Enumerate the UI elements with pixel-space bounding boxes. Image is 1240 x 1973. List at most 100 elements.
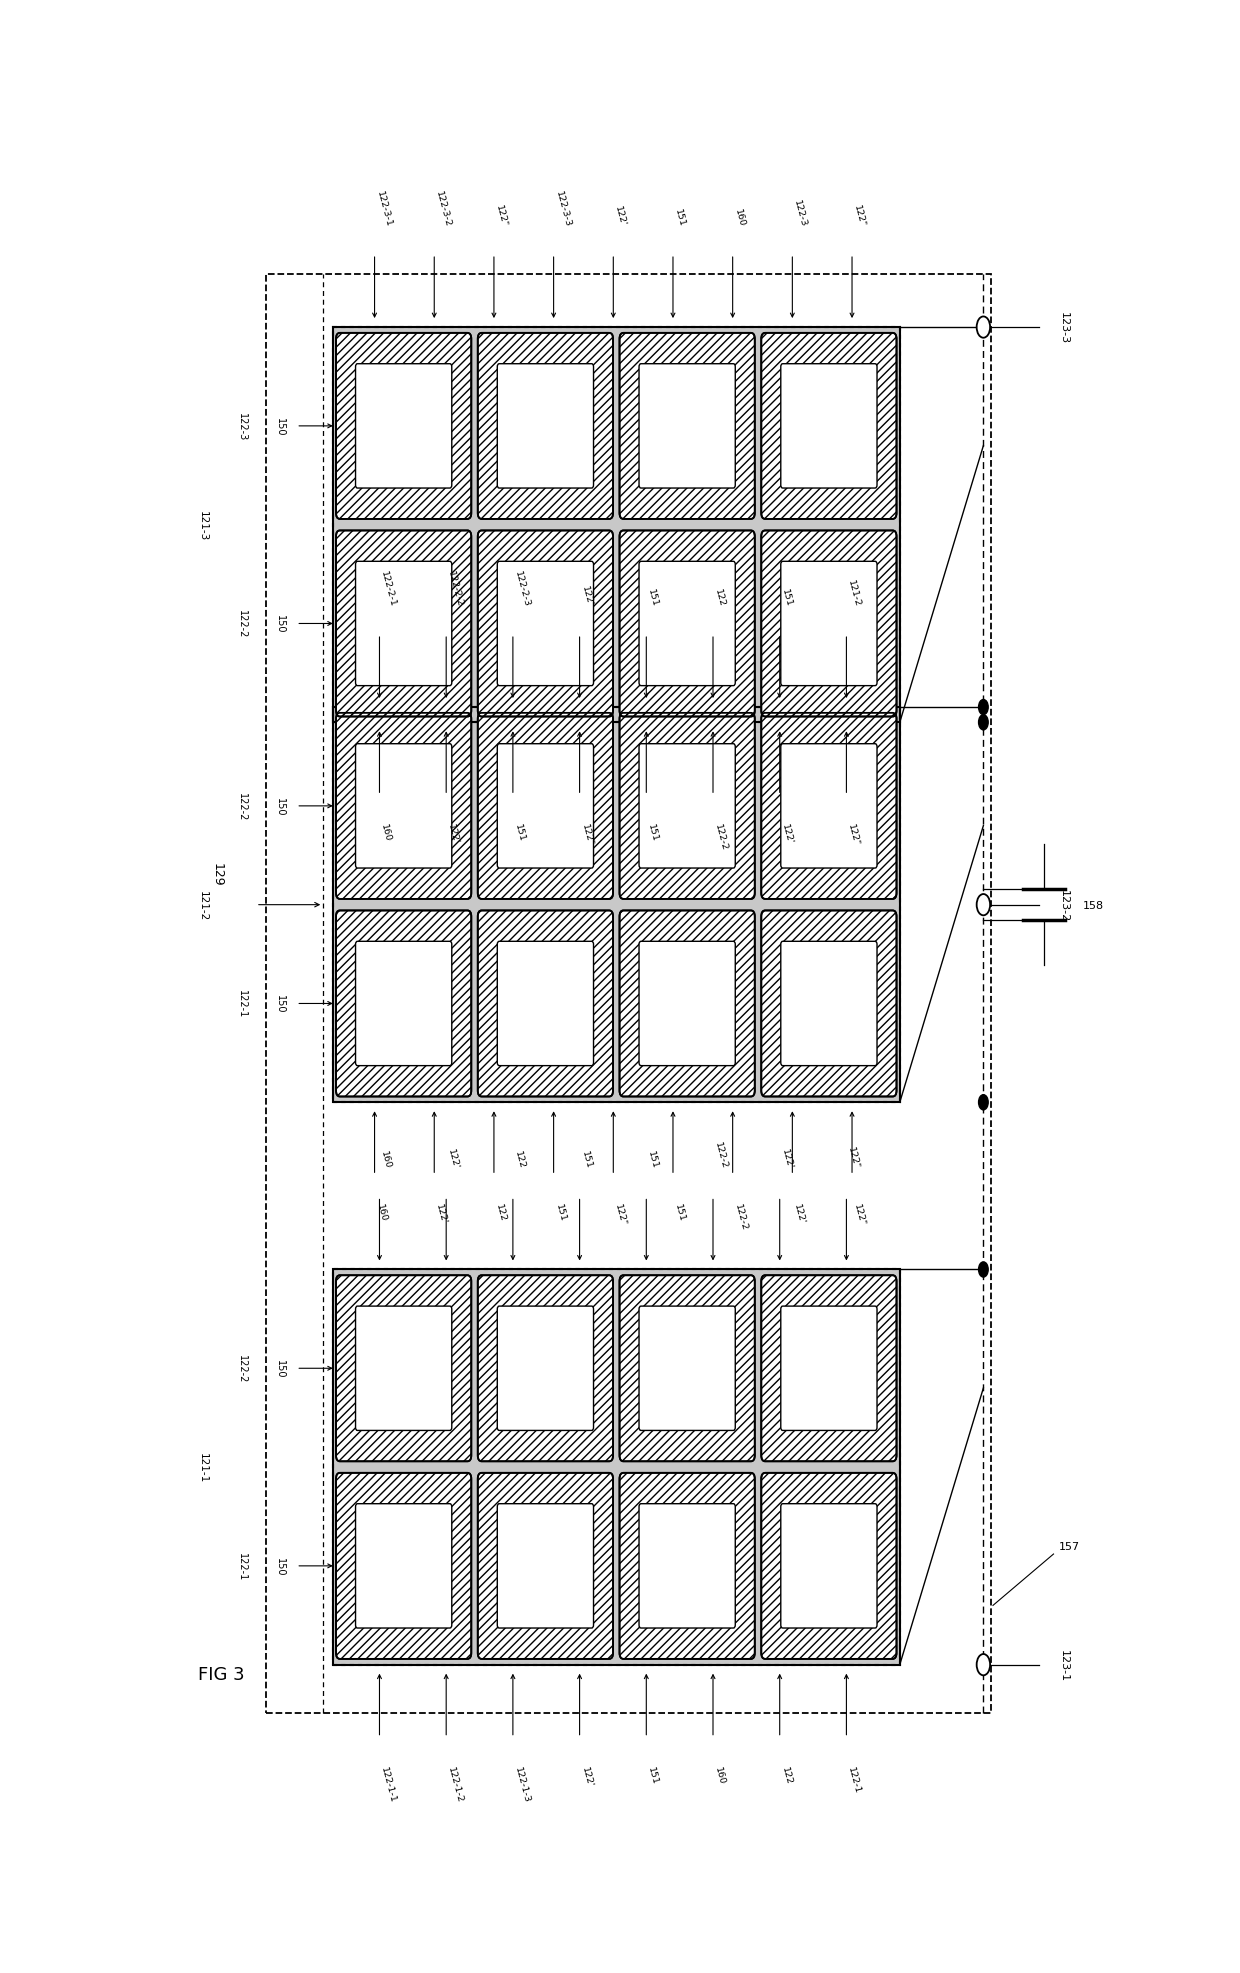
Text: 150: 150 — [275, 616, 285, 633]
Text: 150: 150 — [275, 1359, 285, 1377]
FancyBboxPatch shape — [497, 562, 594, 687]
FancyBboxPatch shape — [781, 1306, 877, 1430]
Text: 151: 151 — [646, 1150, 660, 1170]
Text: 122': 122' — [446, 1148, 460, 1170]
FancyBboxPatch shape — [639, 1306, 735, 1430]
FancyBboxPatch shape — [781, 365, 877, 489]
Text: 122': 122' — [446, 823, 460, 844]
Text: 129: 129 — [211, 862, 224, 886]
Text: 160: 160 — [713, 1766, 727, 1786]
FancyBboxPatch shape — [477, 333, 613, 519]
FancyBboxPatch shape — [356, 941, 451, 1065]
Text: 150: 150 — [275, 994, 285, 1014]
Bar — [332, 328, 900, 722]
Text: 160: 160 — [733, 207, 746, 227]
FancyBboxPatch shape — [497, 744, 594, 868]
FancyBboxPatch shape — [620, 1474, 755, 1659]
FancyBboxPatch shape — [781, 1503, 877, 1628]
Text: 122-3-2: 122-3-2 — [434, 189, 453, 227]
FancyBboxPatch shape — [477, 714, 613, 900]
Text: 122-3-3: 122-3-3 — [553, 189, 572, 227]
FancyBboxPatch shape — [781, 744, 877, 868]
Text: 122-2: 122-2 — [713, 1140, 729, 1170]
Bar — [265, 274, 991, 1713]
Text: 151: 151 — [646, 1766, 660, 1786]
Bar — [332, 708, 900, 1103]
Text: FIG 3: FIG 3 — [198, 1665, 244, 1683]
FancyBboxPatch shape — [761, 714, 897, 900]
Text: 157: 157 — [1058, 1541, 1080, 1551]
Text: 123-3: 123-3 — [1059, 312, 1069, 343]
FancyBboxPatch shape — [497, 1306, 594, 1430]
Text: 123-1: 123-1 — [1059, 1649, 1069, 1681]
Text: 122-3: 122-3 — [237, 412, 247, 440]
Text: 122-3-1: 122-3-1 — [374, 189, 393, 227]
Text: 121-3: 121-3 — [198, 511, 208, 541]
Text: 122": 122" — [579, 823, 594, 846]
Circle shape — [978, 1263, 988, 1277]
Text: 122-1: 122-1 — [237, 1553, 247, 1580]
FancyBboxPatch shape — [761, 531, 897, 716]
FancyBboxPatch shape — [336, 333, 471, 519]
Text: 122": 122" — [852, 1204, 867, 1227]
Text: 122: 122 — [713, 588, 727, 608]
Circle shape — [978, 1095, 988, 1111]
FancyBboxPatch shape — [761, 1277, 897, 1462]
Text: 150: 150 — [275, 418, 285, 436]
FancyBboxPatch shape — [356, 365, 451, 489]
FancyBboxPatch shape — [356, 744, 451, 868]
Text: 122-2: 122-2 — [733, 1204, 749, 1231]
Bar — [332, 1271, 900, 1665]
FancyBboxPatch shape — [781, 941, 877, 1065]
Circle shape — [978, 716, 988, 730]
FancyBboxPatch shape — [336, 912, 471, 1097]
Text: 122': 122' — [614, 205, 627, 227]
FancyBboxPatch shape — [497, 365, 594, 489]
Text: 151: 151 — [673, 207, 686, 227]
Text: 150: 150 — [275, 1557, 285, 1574]
FancyBboxPatch shape — [639, 562, 735, 687]
Text: 151: 151 — [673, 1204, 686, 1223]
FancyBboxPatch shape — [477, 531, 613, 716]
Text: 121-2: 121-2 — [847, 578, 862, 608]
Bar — [332, 708, 900, 1103]
Text: 151: 151 — [553, 1204, 567, 1223]
FancyBboxPatch shape — [781, 562, 877, 687]
Text: 121-1: 121-1 — [198, 1452, 208, 1482]
Text: 123-2: 123-2 — [1059, 890, 1069, 921]
Text: 122": 122" — [847, 823, 861, 846]
Text: 122-1: 122-1 — [847, 1766, 862, 1793]
FancyBboxPatch shape — [336, 1277, 471, 1462]
FancyBboxPatch shape — [620, 333, 755, 519]
Text: 151: 151 — [780, 588, 794, 608]
Text: 122-2: 122-2 — [237, 793, 247, 821]
Bar — [332, 1271, 900, 1665]
Text: 160: 160 — [374, 1204, 388, 1223]
Text: 122-1-3: 122-1-3 — [513, 1766, 531, 1803]
Text: 122-1: 122-1 — [237, 990, 247, 1018]
Text: 122": 122" — [494, 203, 508, 227]
Text: 160: 160 — [379, 823, 393, 842]
FancyBboxPatch shape — [620, 1277, 755, 1462]
Text: 122': 122' — [780, 1148, 794, 1170]
Text: 122-2-1: 122-2-1 — [379, 570, 398, 608]
Text: 151: 151 — [646, 823, 660, 842]
FancyBboxPatch shape — [761, 912, 897, 1097]
Text: 122": 122" — [852, 203, 867, 227]
FancyBboxPatch shape — [639, 1503, 735, 1628]
Circle shape — [977, 1653, 990, 1675]
FancyBboxPatch shape — [336, 1474, 471, 1659]
FancyBboxPatch shape — [336, 714, 471, 900]
FancyBboxPatch shape — [639, 365, 735, 489]
FancyBboxPatch shape — [497, 1503, 594, 1628]
Text: 122': 122' — [434, 1204, 448, 1225]
Text: 122': 122' — [579, 1766, 594, 1788]
FancyBboxPatch shape — [336, 531, 471, 716]
Text: 122: 122 — [513, 1150, 526, 1170]
Text: 122-3: 122-3 — [792, 199, 808, 227]
Circle shape — [977, 318, 990, 339]
FancyBboxPatch shape — [620, 912, 755, 1097]
FancyBboxPatch shape — [477, 912, 613, 1097]
FancyBboxPatch shape — [620, 714, 755, 900]
FancyBboxPatch shape — [477, 1277, 613, 1462]
